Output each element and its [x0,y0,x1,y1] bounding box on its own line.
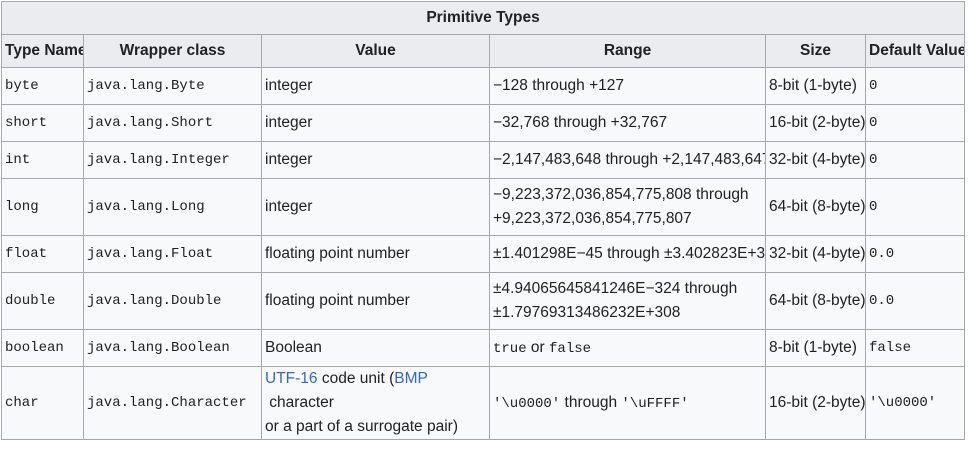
size-cell: 64-bit (8-byte) [765,272,866,330]
default-value-cell: 0.0 [864,272,966,330]
default-value-cell: '\u0000' [864,366,966,440]
size-cell: 16-bit (2-byte) [765,104,866,142]
default-value-cell: 0 [864,141,966,179]
type-name-cell: boolean [1,329,84,367]
wrapper-class-cell: java.lang.Float [83,235,262,273]
header-default-value: Default Value [864,34,966,68]
range-through-text: through [560,393,622,411]
header-wrapper-class: Wrapper class [83,34,262,68]
range-cell: −128 through +127 [489,67,766,105]
default-value-cell: 0 [864,178,966,236]
wrapper-class-cell: java.lang.Long [83,178,262,236]
value-line-2: or a part of a surrogate pair) [265,418,458,435]
range-cell: ±1.401298E−45 through ±3.402823E+38 [489,235,766,273]
value-text-1: code unit ( [317,370,395,387]
size-cell: 64-bit (8-byte) [765,178,866,236]
table-row-boolean: boolean java.lang.Boolean Boolean true o… [1,329,966,367]
utf16-link[interactable]: UTF-16 [265,370,318,387]
range-false-code: false [549,340,592,357]
table-row-byte: byte java.lang.Byte integer −128 through… [1,67,966,105]
wrapper-class-cell: java.lang.Character [83,366,262,440]
default-value-cell: false [864,329,966,367]
size-cell: 8-bit (1-byte) [765,67,866,105]
value-cell: integer [261,67,490,105]
range-or-text: or [526,338,550,356]
range-cell: '\u0000' through '\uFFFF' [489,366,766,440]
range-line-2: +9,223,372,036,854,775,807 [493,210,692,227]
value-cell: floating point number [261,235,490,273]
type-name-cell: long [1,178,84,236]
default-value-cell: 0 [864,104,966,142]
table-row-long: long java.lang.Long integer −9,223,372,0… [1,178,966,236]
value-text-2: character [265,394,334,411]
table-row-short: short java.lang.Short integer −32,768 th… [1,104,966,142]
range-cell: −2,147,483,648 through +2,147,483,647 [489,141,766,179]
size-cell: 16-bit (2-byte) [765,366,866,440]
type-name-cell: int [1,141,84,179]
size-cell: 32-bit (4-byte) [765,235,866,273]
bmp-link[interactable]: BMP [394,370,428,387]
value-cell: integer [261,104,490,142]
wrapper-class-cell: java.lang.Short [83,104,262,142]
primitive-types-table: Primitive Types Type Name Wrapper class … [0,1,966,440]
range-line-1: ±4.94065645841246E−324 through [493,280,738,297]
default-value-cell: 0.0 [864,235,966,273]
default-value-cell: 0 [864,67,966,105]
range-start-code: '\u0000' [493,395,561,412]
value-cell: integer [261,141,490,179]
value-cell: floating point number [261,272,490,330]
table-caption: Primitive Types [0,1,966,35]
range-cell: −9,223,372,036,854,775,808 through +9,223… [489,178,766,236]
range-line-1: −9,223,372,036,854,775,808 through [493,186,749,203]
range-cell: ±4.94065645841246E−324 through ±1.7976931… [489,272,766,330]
header-row: Type Name Wrapper class Value Range Size… [1,34,966,68]
type-name-cell: char [1,366,84,440]
header-type-name: Type Name [1,34,84,68]
range-end-code: '\uFFFF' [621,395,689,412]
value-cell: integer [261,178,490,236]
table-row-int: int java.lang.Integer integer −2,147,483… [1,141,966,179]
range-line-2: ±1.79769313486232E+308 [493,304,681,321]
value-cell: UTF-16 code unit (BMP character or a part… [261,366,490,440]
range-true-code: true [493,340,527,357]
type-name-cell: byte [1,67,84,105]
range-cell: true or false [489,329,766,367]
wrapper-class-cell: java.lang.Integer [83,141,262,179]
table-row-float: float java.lang.Float floating point num… [1,235,966,273]
type-name-cell: short [1,104,84,142]
size-cell: 8-bit (1-byte) [765,329,866,367]
table-row-char: char java.lang.Character UTF-16 code uni… [1,366,966,440]
header-value: Value [261,34,490,68]
header-range: Range [489,34,766,68]
wrapper-class-cell: java.lang.Boolean [83,329,262,367]
caption-row: Primitive Types [0,1,966,35]
type-name-cell: double [1,272,84,330]
size-cell: 32-bit (4-byte) [765,141,866,179]
type-name-cell: float [1,235,84,273]
wrapper-class-cell: java.lang.Double [83,272,262,330]
wrapper-class-cell: java.lang.Byte [83,67,262,105]
value-cell: Boolean [261,329,490,367]
header-size: Size [765,34,866,68]
range-cell: −32,768 through +32,767 [489,104,766,142]
table-row-double: double java.lang.Double floating point n… [1,272,966,330]
